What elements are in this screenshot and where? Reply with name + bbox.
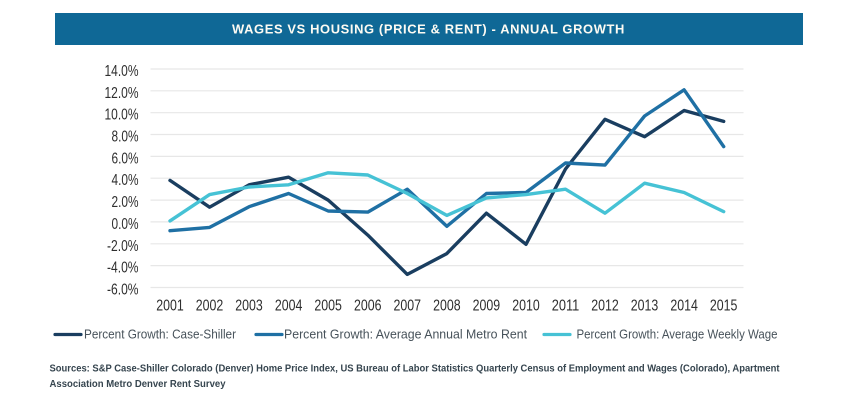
svg-text:6.0%: 6.0% <box>112 150 139 167</box>
svg-text:-4.0%: -4.0% <box>107 260 139 277</box>
svg-text:Percent Growth: Average Weekly: Percent Growth: Average Weekly Wage <box>577 327 778 342</box>
svg-text:2009: 2009 <box>473 298 501 315</box>
svg-text:14.0%: 14.0% <box>105 63 139 80</box>
svg-text:2011: 2011 <box>552 298 580 315</box>
svg-text:Association Metro Denver Rent: Association Metro Denver Rent Survey <box>50 379 226 390</box>
svg-text:-6.0%: -6.0% <box>107 282 139 299</box>
svg-text:2005: 2005 <box>314 298 342 315</box>
svg-text:2015: 2015 <box>710 298 738 315</box>
svg-text:12.0%: 12.0% <box>105 85 139 102</box>
svg-text:2004: 2004 <box>275 298 303 315</box>
svg-text:2002: 2002 <box>196 298 224 315</box>
svg-text:2007: 2007 <box>394 298 422 315</box>
svg-text:WAGES VS HOUSING (PRICE & RENT: WAGES VS HOUSING (PRICE & RENT) - ANNUAL… <box>232 23 625 37</box>
svg-text:4.0%: 4.0% <box>112 172 139 189</box>
svg-text:2012: 2012 <box>591 298 619 315</box>
svg-text:Percent Growth: Case-Shiller: Percent Growth: Case-Shiller <box>84 327 237 342</box>
svg-text:8.0%: 8.0% <box>112 129 139 146</box>
svg-text:2.0%: 2.0% <box>112 194 139 211</box>
svg-text:10.0%: 10.0% <box>105 107 139 124</box>
svg-text:Percent Growth: Average Annual: Percent Growth: Average Annual Metro Ren… <box>284 327 527 342</box>
svg-text:2008: 2008 <box>433 298 461 315</box>
svg-text:2014: 2014 <box>670 298 698 315</box>
svg-text:2003: 2003 <box>235 298 263 315</box>
svg-text:2010: 2010 <box>512 298 540 315</box>
svg-text:2006: 2006 <box>354 298 382 315</box>
svg-text:Sources: S&P Case-Shiller Colo: Sources: S&P Case-Shiller Colorado (Denv… <box>50 364 781 375</box>
svg-text:0.0%: 0.0% <box>112 216 139 233</box>
svg-text:2013: 2013 <box>631 298 659 315</box>
svg-text:2001: 2001 <box>156 298 184 315</box>
svg-text:-2.0%: -2.0% <box>107 238 139 255</box>
